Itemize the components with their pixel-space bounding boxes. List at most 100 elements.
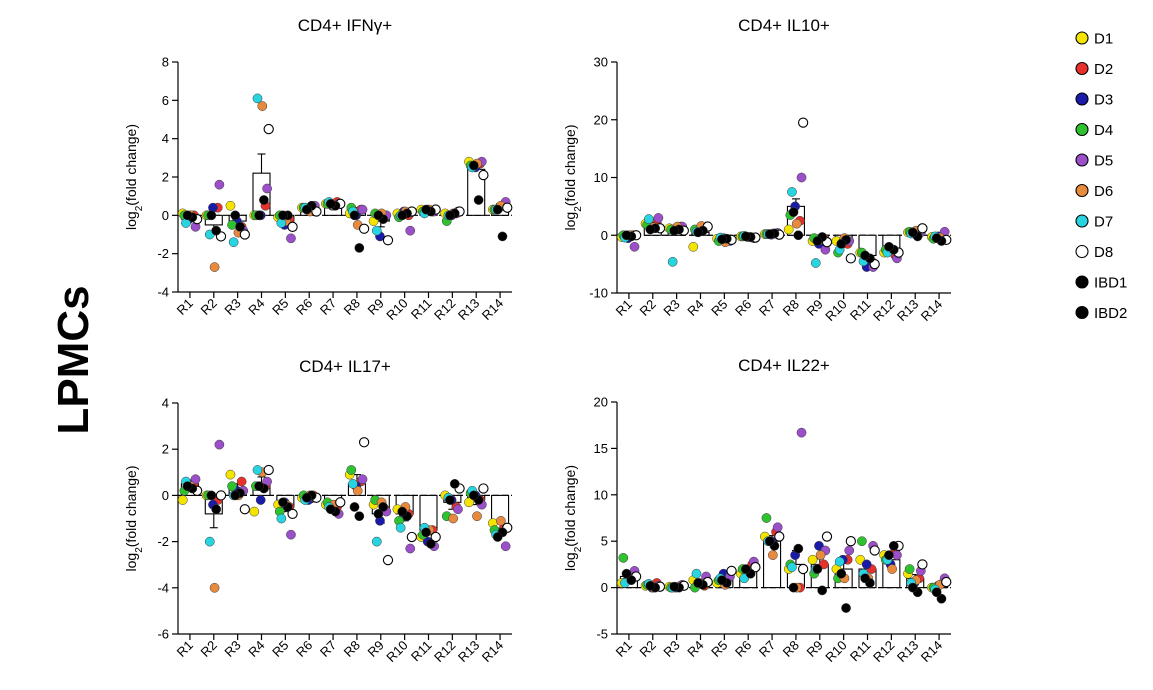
data-point xyxy=(621,230,632,241)
data-point xyxy=(931,587,942,598)
data-point xyxy=(907,227,918,238)
y-tick-label: 4 xyxy=(162,131,169,146)
y-tick-label: -10 xyxy=(589,286,608,301)
data-point xyxy=(382,235,394,246)
y-tick-label: 5 xyxy=(601,534,608,549)
data-point xyxy=(860,250,870,261)
data-point xyxy=(468,490,479,501)
data-point xyxy=(788,207,799,217)
data-point xyxy=(346,465,357,475)
data-point xyxy=(382,554,394,566)
data-point xyxy=(807,554,818,565)
data-point xyxy=(626,575,637,586)
data-point xyxy=(861,559,872,570)
data-point xyxy=(821,531,833,542)
x-tick-label: R8 xyxy=(780,297,802,319)
data-point xyxy=(228,237,239,248)
data-point xyxy=(373,210,384,221)
data-point xyxy=(206,490,217,501)
data-point xyxy=(211,504,222,515)
x-tick-label: R9 xyxy=(804,297,826,319)
x-tick-label: R8 xyxy=(780,638,802,660)
data-point xyxy=(225,469,236,480)
legend-item: D4 xyxy=(1075,122,1113,139)
data-point xyxy=(787,562,797,573)
x-tick-label: R5 xyxy=(269,296,291,318)
data-point xyxy=(768,550,778,560)
x-tick-label: R2 xyxy=(637,638,659,660)
data-point xyxy=(793,230,804,241)
legend-marker xyxy=(1075,92,1089,106)
legend-item: D1 xyxy=(1075,31,1113,48)
legend-marker xyxy=(1075,244,1089,259)
data-point xyxy=(834,556,845,567)
data-point xyxy=(278,210,288,221)
legend-marker xyxy=(1075,31,1089,45)
data-point xyxy=(230,490,241,501)
y-tick-label: 0 xyxy=(162,208,169,223)
x-tick-label: R7 xyxy=(756,297,778,319)
y-tick-label: -4 xyxy=(157,285,169,300)
x-tick-label: R1 xyxy=(613,638,635,660)
y-axis-label: log2(fold change) xyxy=(123,466,145,572)
data-point xyxy=(667,256,678,267)
legend-label: IBD2 xyxy=(1094,305,1127,322)
x-tick-label: R10 xyxy=(383,296,410,323)
data-point xyxy=(254,210,264,221)
x-tick-label: R11 xyxy=(408,296,435,323)
x-tick-label: R12 xyxy=(870,297,897,324)
legend-item: D2 xyxy=(1075,61,1113,78)
data-point xyxy=(227,481,237,492)
chart-title: CD4+ IL10+ xyxy=(738,16,830,35)
y-axis-label: log2(fold change) xyxy=(123,124,145,230)
x-tick-label: R10 xyxy=(822,638,849,665)
data-point xyxy=(492,532,503,542)
x-tick-label: R4 xyxy=(245,296,267,318)
x-tick-label: R4 xyxy=(684,638,706,660)
data-point xyxy=(884,550,894,560)
data-point xyxy=(287,221,298,232)
x-tick-label: R5 xyxy=(708,638,730,660)
x-tick-label: R2 xyxy=(637,297,659,319)
data-point xyxy=(286,529,296,540)
data-point xyxy=(764,536,775,547)
y-tick-label: -2 xyxy=(157,246,169,261)
data-point xyxy=(239,229,250,240)
data-point xyxy=(812,236,823,246)
data-point xyxy=(693,227,703,238)
x-tick-label: R9 xyxy=(365,296,387,318)
y-tick-label: 8 xyxy=(162,55,169,70)
x-tick-label: R3 xyxy=(221,296,243,318)
chart-title: CD4+ IL22+ xyxy=(738,356,830,375)
data-point xyxy=(445,210,455,221)
data-point xyxy=(206,210,217,221)
data-point xyxy=(740,564,751,574)
data-point xyxy=(252,93,263,104)
x-tick-label: R13 xyxy=(455,296,482,323)
x-tick-label: R13 xyxy=(894,297,921,324)
data-point xyxy=(812,564,823,574)
data-point xyxy=(717,234,727,245)
data-point xyxy=(406,531,417,543)
data-point xyxy=(750,562,761,573)
x-tick-label: R7 xyxy=(317,296,339,318)
y-tick-label: -6 xyxy=(157,627,169,642)
y-tick-label: -2 xyxy=(157,534,169,549)
data-point xyxy=(629,241,640,252)
x-tick-label: R10 xyxy=(822,297,849,324)
data-point xyxy=(884,241,894,252)
data-point xyxy=(448,513,459,524)
data-point xyxy=(286,233,296,244)
y-tick-label: 0 xyxy=(601,228,608,243)
data-point xyxy=(395,522,406,533)
legend-item: D5 xyxy=(1075,153,1113,170)
legend-item: D8 xyxy=(1075,244,1113,261)
data-point xyxy=(287,508,298,520)
data-point xyxy=(301,492,312,503)
data-point xyxy=(888,540,899,551)
data-point xyxy=(349,502,360,512)
data-point xyxy=(791,218,802,229)
legend-label: D5 xyxy=(1094,153,1113,170)
